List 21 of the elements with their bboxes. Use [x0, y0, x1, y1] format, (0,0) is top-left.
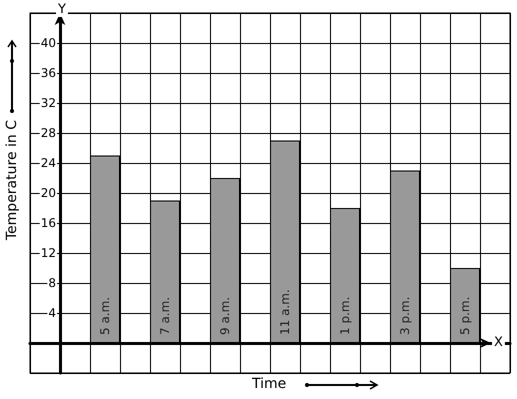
y-tick-label: 32: [40, 96, 56, 110]
y-tick-label: 28: [40, 126, 56, 140]
y-tick-label: 16: [40, 216, 56, 230]
x-tick-label: 3 p.m.: [398, 296, 412, 335]
annotation: X: [494, 335, 503, 350]
y-tick-label: 20: [40, 186, 56, 200]
y-axis-title: Temperature in C: [4, 120, 20, 242]
x-tick-label: 5 a.m.: [98, 296, 112, 335]
x-tick-label: 1 p.m.: [338, 296, 352, 335]
y-tick-label: 40: [40, 36, 56, 50]
x-tick-label: 7 a.m.: [158, 296, 172, 335]
x-tick-label: 5 p.m.: [458, 296, 472, 335]
y-tick-label: 8: [48, 276, 56, 290]
y-tick-label: 4: [48, 306, 56, 320]
x-tick-label: 9 a.m.: [218, 296, 232, 335]
x-axis-title: Time: [251, 376, 286, 392]
y-tick-label: 24: [40, 156, 56, 170]
x-tick-label: 11 a.m.: [278, 289, 292, 335]
annotation: Y: [57, 2, 66, 17]
y-tick-label: 36: [40, 66, 56, 80]
y-tick-label: 12: [40, 246, 56, 260]
